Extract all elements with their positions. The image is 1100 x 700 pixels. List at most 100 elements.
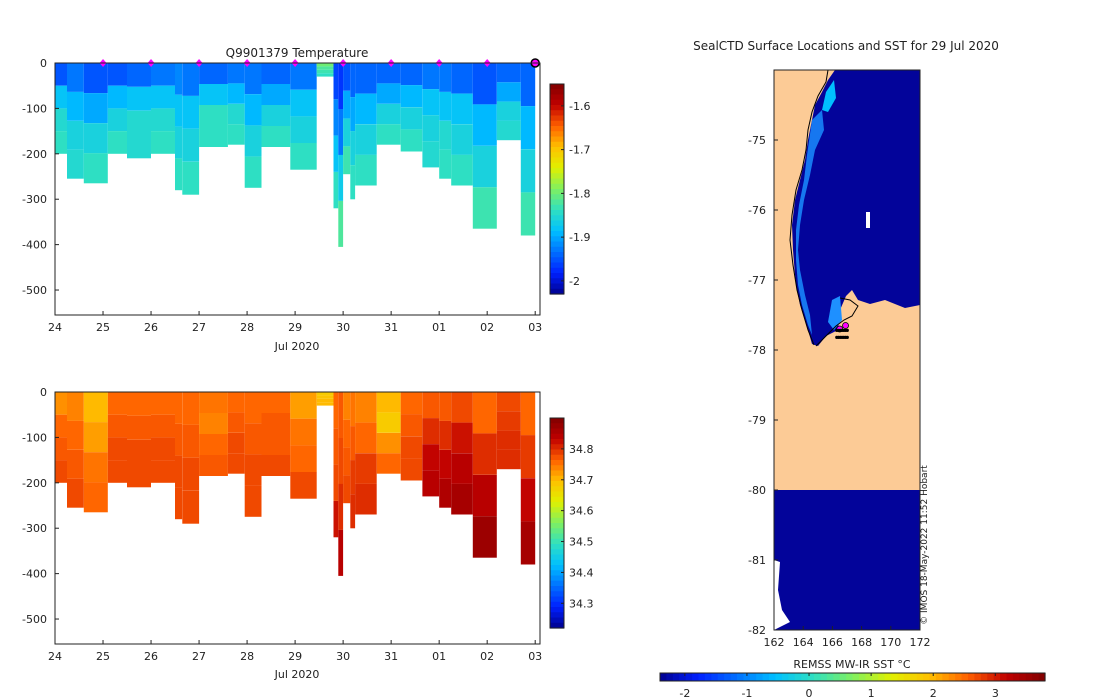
colorbar-segment	[550, 475, 564, 482]
profile-cell	[182, 161, 200, 195]
profile-cell	[400, 63, 423, 86]
profile-cell	[127, 415, 151, 440]
colorbar-segment	[550, 278, 564, 285]
profile-cell	[520, 106, 536, 150]
temperature-colorbar: -1.6 -1.7 -1.8 -1.9 -2	[549, 83, 590, 295]
colorbar-segment	[550, 283, 564, 290]
profile-cell	[199, 413, 228, 434]
colorbar-segment	[550, 559, 564, 566]
colorbar-segment	[550, 267, 564, 274]
profile-cell	[55, 131, 67, 154]
profile-cell	[290, 89, 317, 117]
sst-colorbar-segment	[724, 673, 732, 681]
profile-cell	[376, 103, 401, 125]
profile-cell	[227, 392, 245, 413]
profile-cell	[472, 145, 497, 188]
profile-cell	[67, 149, 84, 179]
map-x-tick-label: 164	[793, 636, 814, 649]
sst-colorbar-segment	[826, 673, 834, 681]
map-x-tick-label: 168	[851, 636, 872, 649]
profile-cell	[261, 392, 291, 413]
profile-cell	[451, 422, 473, 454]
profile-cell	[55, 392, 67, 415]
map-x-tick-label: 170	[880, 636, 901, 649]
profile-cell	[496, 120, 521, 141]
y-tick-label: -100	[22, 431, 47, 444]
temperature-axes-frame	[54, 62, 541, 316]
profile-cell	[376, 412, 401, 433]
profile-cell	[151, 437, 175, 461]
profile-cell	[107, 460, 127, 483]
colorbar-segment	[550, 236, 564, 243]
colorbar-segment	[550, 215, 564, 222]
colorbar-segment	[550, 433, 564, 440]
map-sound-patch	[828, 296, 842, 330]
map-coastline-2	[815, 297, 859, 347]
colorbar-segment	[550, 105, 564, 111]
x-tick-label: 30	[336, 321, 350, 334]
profile-cell	[343, 146, 351, 175]
colorbar-segment	[550, 575, 564, 582]
profile-cell	[199, 63, 228, 84]
sst-colorbar-segment	[968, 673, 976, 681]
sst-colorbar-segment	[794, 673, 802, 681]
colorbar-segment	[550, 147, 564, 153]
colorbar-segment	[550, 189, 564, 195]
sst-colorbar-segment	[974, 673, 982, 681]
map-y-tick-label: -76	[748, 204, 766, 217]
profile-cell	[83, 153, 108, 184]
sst-colorbar-segment	[955, 673, 963, 681]
sst-colorbar-segment	[1012, 673, 1020, 681]
profile-cell	[182, 392, 200, 425]
profile-cell	[439, 149, 452, 179]
profile-cell	[182, 95, 200, 129]
profile-cell	[199, 105, 228, 126]
profile-cell	[290, 143, 317, 170]
profile-cell	[472, 433, 497, 475]
profile-cell	[333, 99, 339, 136]
sst-colorbar-segment	[711, 673, 719, 681]
sst-colorbar-tick-label: 3	[992, 687, 999, 700]
colorbar-tick-label: -1.9	[569, 231, 590, 244]
colorbar-segment	[550, 512, 564, 519]
sst-colorbar-tick-label: 2	[930, 687, 937, 700]
colorbar-segment	[550, 601, 564, 608]
x-tick-label: 01	[432, 650, 446, 663]
profile-cell	[439, 392, 452, 421]
profile-cell	[343, 447, 351, 476]
colorbar-segment	[550, 586, 564, 592]
profile-cell	[422, 63, 440, 90]
colorbar-segment	[550, 439, 564, 445]
profile-cell	[451, 124, 473, 155]
colorbar-segment	[550, 507, 564, 514]
sst-colorbar-segment	[666, 673, 674, 681]
colorbar-segment	[550, 533, 564, 540]
profile-cell	[422, 418, 440, 445]
y-tick-label: 0	[40, 386, 47, 399]
colorbar-segment	[550, 141, 564, 148]
sst-colorbar-segment	[749, 673, 757, 681]
colorbar-segment	[550, 596, 564, 603]
profile-cell	[107, 63, 127, 86]
colorbar-segment	[550, 449, 564, 456]
sst-colorbar-segment	[1000, 673, 1008, 681]
map-y-tick-label: -81	[748, 554, 766, 567]
profile-cell	[333, 501, 339, 538]
map-missing-data	[774, 560, 790, 630]
colorbar-segment	[550, 126, 564, 132]
colorbar-segment	[550, 517, 564, 524]
colorbar-segment	[550, 115, 564, 122]
sst-colorbar-segment	[935, 673, 943, 681]
sst-colorbar-label: REMSS MW-IR SST °C	[793, 658, 911, 671]
colorbar-segment	[550, 220, 564, 227]
colorbar-segment	[550, 554, 564, 561]
colorbar-tick-label: -1.8	[569, 187, 590, 200]
colorbar-segment	[550, 173, 564, 180]
profile-cell	[343, 90, 351, 119]
colorbar-segment	[550, 120, 564, 127]
profile-cell	[182, 128, 200, 162]
profile-cell	[355, 93, 377, 125]
sst-colorbar-segment	[942, 673, 950, 681]
colorbar-segment	[550, 225, 564, 232]
map-y-tick-label: -78	[748, 344, 766, 357]
